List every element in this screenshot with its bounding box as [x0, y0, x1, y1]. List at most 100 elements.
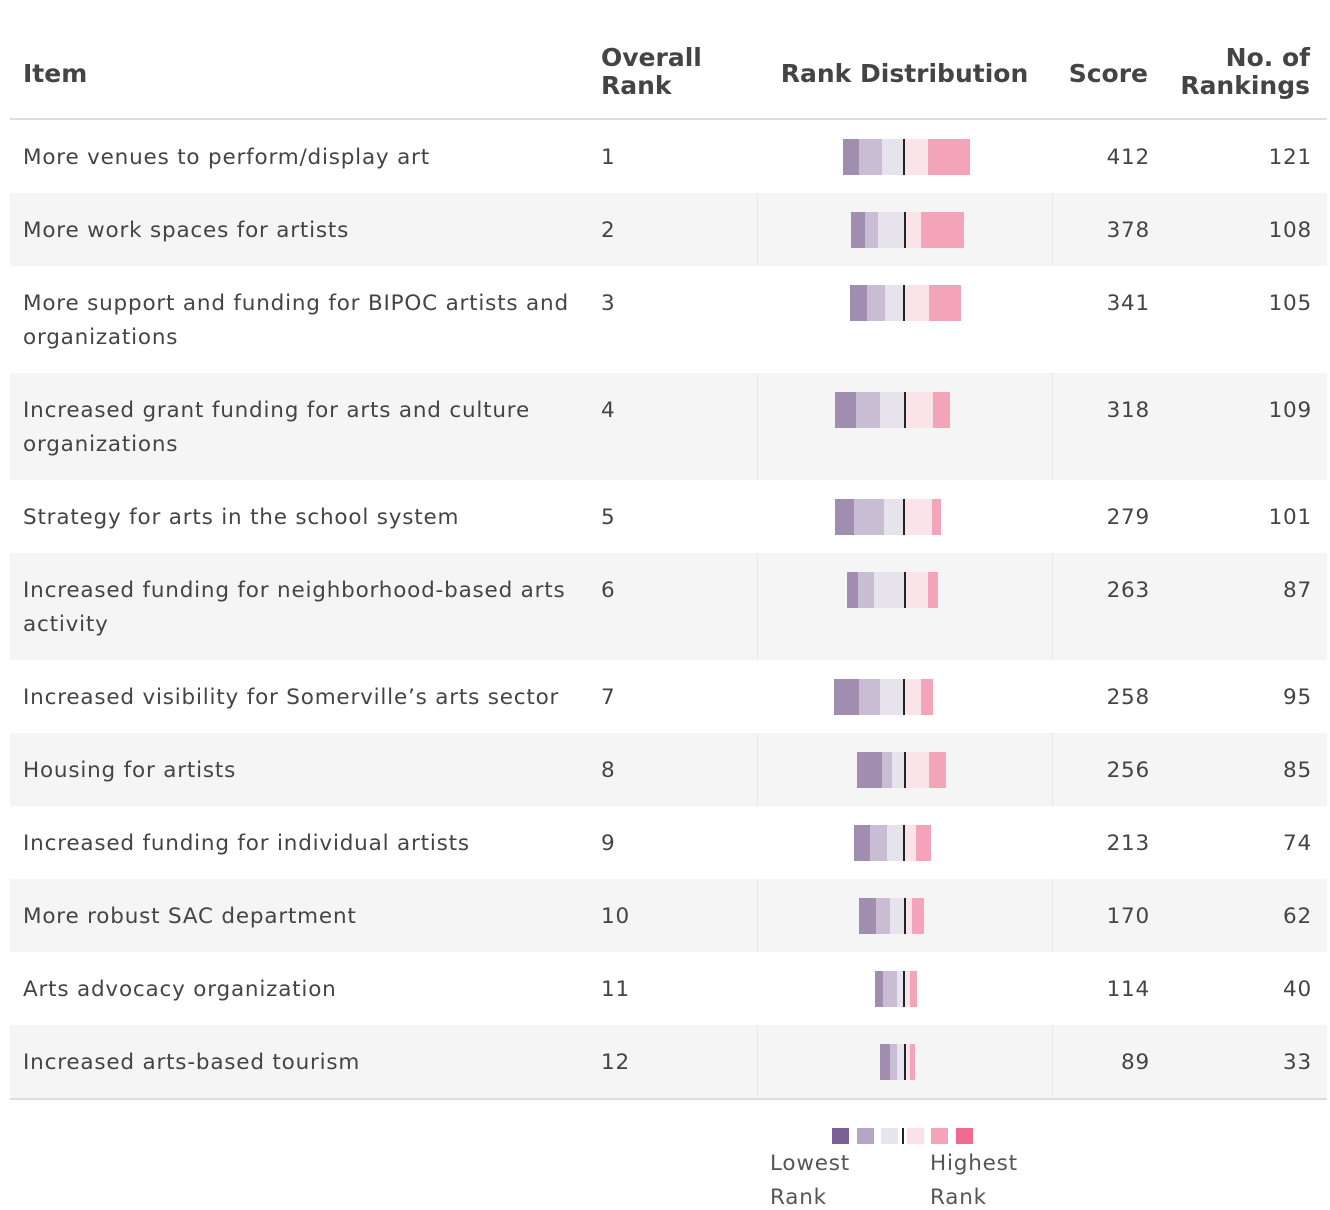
item-cell: More venues to perform/display art: [23, 145, 430, 170]
segment: [911, 898, 925, 934]
rank-cell: 2: [600, 193, 757, 266]
center-line: [903, 139, 905, 175]
center-line: [903, 971, 905, 1007]
rank-cell: 10: [600, 879, 757, 952]
center-line: [903, 825, 905, 861]
center-line: [903, 898, 906, 934]
rank-cell: 8: [600, 733, 757, 806]
center-line: [903, 212, 906, 248]
rankings-cell: 62: [1160, 879, 1327, 952]
distribution-cell: [757, 952, 1052, 1025]
segment: [858, 572, 875, 608]
score-cell: 378: [1051, 193, 1160, 266]
distribution-cell: [757, 266, 1052, 373]
segment: [904, 752, 929, 788]
rank-cell: 3: [601, 291, 616, 316]
segment: [870, 825, 888, 861]
item-cell: Increased arts-based tourism: [10, 1025, 600, 1100]
rankings-cell: 40: [1283, 977, 1312, 1002]
segment: [928, 752, 947, 788]
score-cell: 258: [1106, 685, 1150, 710]
segment: [904, 499, 933, 535]
score-cell: 279: [1106, 505, 1150, 530]
segment: [896, 971, 904, 1007]
rankings-cell: 85: [1160, 733, 1327, 806]
distribution-cell: [756, 373, 1052, 480]
segment: [904, 898, 912, 934]
score-cell: 256: [1051, 733, 1160, 806]
ranking-table: Item Overall Rank Rank Distribution Scor…: [10, 0, 1327, 1100]
segment: [858, 139, 882, 175]
segment: [883, 971, 897, 1007]
rankings-cell: 109: [1160, 373, 1327, 480]
distribution-cell: [757, 660, 1052, 733]
rankings-cell: 87: [1160, 553, 1327, 660]
segment: [887, 825, 904, 861]
score-cell: 89: [1051, 1025, 1160, 1100]
item-cell: Housing for artists: [10, 733, 600, 806]
row: Increased funding for individual artists…: [10, 806, 1327, 879]
segment: [843, 139, 859, 175]
segment: [932, 499, 941, 535]
legend-swatch: [857, 1128, 874, 1144]
rank-cell: 11: [601, 977, 630, 1002]
row: Increased funding for neighborhood-based…: [10, 553, 1327, 660]
legend-swatch: [881, 1128, 898, 1144]
distribution-bar: [757, 139, 1052, 175]
segment: [853, 499, 885, 535]
segment: [904, 285, 930, 321]
row: Increased grant funding for arts and cul…: [10, 373, 1327, 480]
row: Increased arts-based tourism 12 89 33: [10, 1025, 1327, 1100]
legend-swatch: [956, 1128, 973, 1144]
legend-swatch: [931, 1128, 948, 1144]
segment: [920, 679, 934, 715]
segment: [889, 898, 905, 934]
segment: [929, 285, 961, 321]
segment: [858, 679, 880, 715]
col-header: No. of Rankings: [1160, 0, 1327, 120]
segment: [846, 572, 859, 608]
score-cell: 263: [1051, 553, 1160, 660]
segment: [864, 212, 879, 248]
segment: [904, 392, 933, 428]
segment: [876, 898, 890, 934]
row: Increased visibility for Somerville’s ar…: [10, 660, 1327, 733]
center-line: [903, 679, 905, 715]
segment: [880, 1044, 890, 1080]
segment: [874, 572, 905, 608]
segment: [927, 572, 939, 608]
distribution-cell: [757, 119, 1052, 193]
rankings-cell: 74: [1283, 831, 1312, 856]
legend-swatch: [907, 1128, 924, 1144]
item-cell: Arts advocacy organization: [23, 977, 337, 1002]
rankings-cell: 95: [1283, 685, 1312, 710]
center-line: [903, 285, 905, 321]
score-cell: 170: [1051, 879, 1160, 952]
center-line: [903, 572, 906, 608]
segment: [909, 1044, 915, 1080]
item-cell: Increased grant funding for arts and cul…: [10, 373, 600, 480]
segment: [835, 392, 857, 428]
rank-cell: 5: [601, 505, 616, 530]
row: Arts advocacy organization 11 114 40: [10, 952, 1327, 1025]
distribution-bar: [758, 392, 1052, 428]
distribution-cell: [756, 553, 1052, 660]
segment: [856, 392, 881, 428]
segment: [880, 392, 905, 428]
legend-high-label: Highest Rank: [930, 1151, 1018, 1210]
rank-cell: 4: [600, 373, 757, 480]
row: Housing for artists 8 256 85: [10, 733, 1327, 806]
col-header: Overall Rank: [600, 0, 757, 120]
item-cell: Strategy for arts in the school system: [23, 505, 460, 530]
legend-low-label: Lowest Rank: [770, 1151, 850, 1210]
segment: [915, 825, 932, 861]
item-cell: Increased visibility for Somerville’s ar…: [23, 685, 560, 710]
distribution-bar: [757, 285, 1052, 321]
segment: [891, 752, 905, 788]
center-line: [903, 392, 906, 428]
item-cell: More robust SAC department: [10, 879, 600, 952]
rank-cell: 6: [600, 553, 757, 660]
score-cell: 412: [1106, 145, 1150, 170]
distribution-bar: [757, 679, 1052, 715]
distribution-bar: [758, 212, 1052, 248]
